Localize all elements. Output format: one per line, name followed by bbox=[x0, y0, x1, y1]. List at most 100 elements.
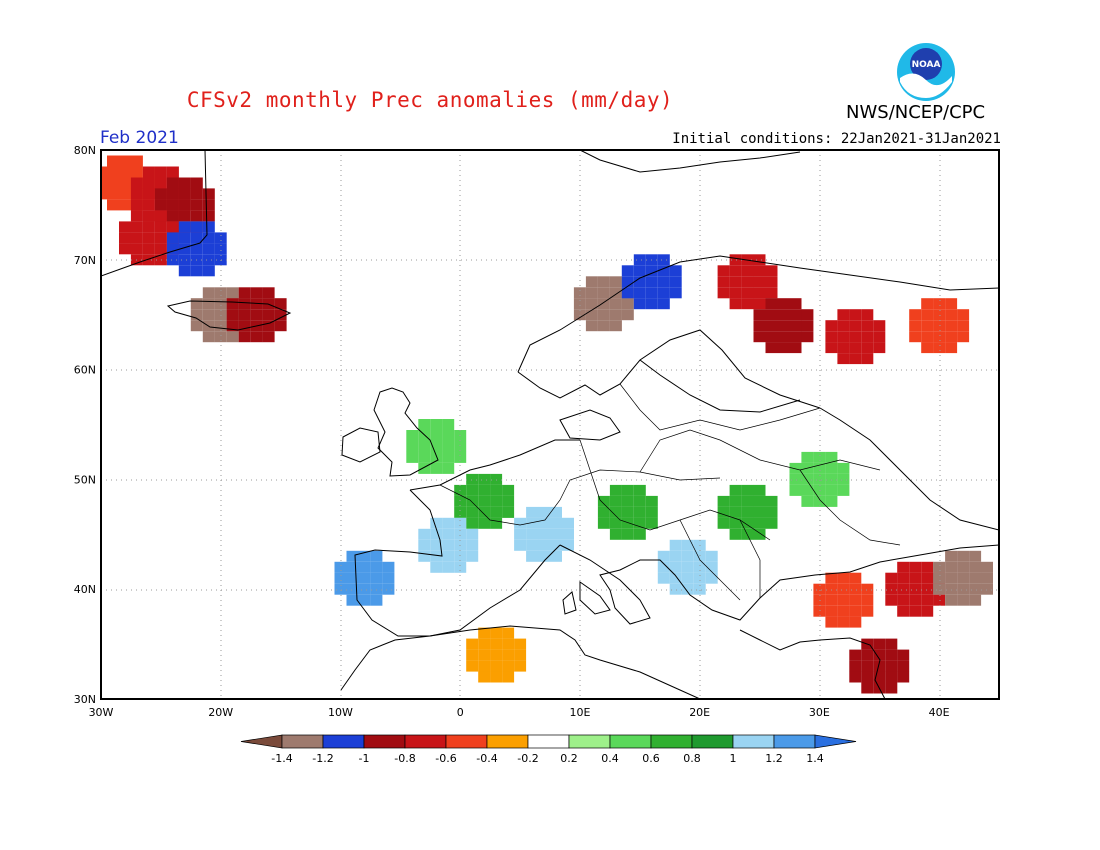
anomaly-cell bbox=[154, 177, 167, 189]
colorbar-label: -0.4 bbox=[476, 752, 497, 765]
colorbar-swatch bbox=[732, 734, 775, 749]
anomaly-cell bbox=[190, 188, 203, 200]
anomaly-cell bbox=[729, 298, 742, 310]
anomaly-cell bbox=[538, 506, 550, 518]
anomaly-cell bbox=[119, 155, 131, 167]
anomaly-cell bbox=[190, 320, 203, 332]
anomaly-cell bbox=[274, 320, 287, 332]
anomaly-cell bbox=[621, 265, 634, 277]
anomaly-cell bbox=[729, 254, 742, 266]
anomaly-cell bbox=[154, 243, 167, 255]
anomaly-cell bbox=[346, 583, 359, 595]
anomaly-cell bbox=[969, 583, 982, 595]
anomaly-cell bbox=[214, 232, 227, 244]
anomaly-cell bbox=[538, 550, 550, 562]
anomaly-cell bbox=[107, 199, 119, 211]
colorbar-swatch bbox=[486, 734, 529, 749]
anomaly-cell bbox=[777, 331, 790, 343]
anomaly-cell bbox=[681, 583, 694, 595]
anomaly-cell bbox=[765, 517, 778, 529]
anomaly-cell bbox=[406, 441, 419, 452]
anomaly-cell bbox=[741, 484, 754, 496]
anomaly-cell bbox=[633, 495, 646, 507]
anomaly-cell bbox=[478, 473, 491, 485]
anomaly-cell bbox=[909, 605, 922, 617]
anomaly-cell bbox=[202, 254, 215, 266]
anomaly-cell bbox=[657, 265, 670, 277]
anomaly-cell bbox=[238, 309, 251, 321]
anomaly-cell bbox=[621, 495, 634, 507]
anomaly-cell bbox=[478, 506, 491, 518]
anomaly-cell bbox=[909, 320, 922, 332]
anomaly-cell bbox=[765, 287, 778, 299]
colorbar-label: 1 bbox=[730, 752, 737, 765]
anomaly-cell bbox=[418, 451, 431, 463]
anomaly-cell bbox=[873, 649, 886, 661]
anomaly-cell bbox=[717, 495, 730, 507]
anomaly-cell bbox=[705, 550, 718, 562]
anomaly-cell bbox=[669, 572, 682, 584]
anomaly-cell bbox=[154, 210, 167, 222]
anomaly-cell bbox=[358, 594, 371, 606]
anomaly-cell bbox=[645, 495, 658, 507]
anomaly-cell bbox=[154, 221, 167, 233]
anomaly-cell bbox=[454, 517, 467, 529]
anomaly-cell bbox=[490, 638, 503, 650]
anomaly-cell bbox=[478, 495, 491, 507]
anomaly-cell bbox=[909, 594, 922, 606]
anomaly-cell bbox=[921, 605, 934, 617]
anomaly-cell bbox=[885, 660, 898, 672]
anomaly-cell bbox=[214, 298, 227, 310]
anomaly-cell bbox=[621, 528, 634, 540]
anomaly-cell bbox=[406, 451, 419, 463]
anomaly-cell bbox=[130, 199, 143, 211]
anomaly-cell bbox=[969, 561, 982, 573]
anomaly-cell bbox=[885, 649, 898, 661]
anomaly-cell bbox=[729, 287, 742, 299]
anomaly-cell bbox=[262, 287, 275, 299]
anomaly-cell bbox=[346, 572, 359, 584]
anomaly-cell bbox=[933, 309, 946, 321]
anomaly-cell bbox=[813, 594, 826, 606]
anomaly-cell bbox=[933, 594, 946, 606]
anomaly-cell bbox=[214, 309, 227, 321]
lat-tick-label: 40N bbox=[74, 583, 96, 596]
anomaly-cell bbox=[166, 177, 179, 189]
lon-tick-labels: 30W 20W 10W 0 10E 20E 30E 40E bbox=[89, 706, 950, 719]
anomaly-cell bbox=[526, 506, 539, 518]
anomaly-cell bbox=[514, 539, 527, 551]
anomaly-cell bbox=[334, 572, 347, 584]
anomaly-cell bbox=[897, 561, 910, 573]
anomaly-cell bbox=[933, 572, 946, 584]
anomaly-cell bbox=[202, 188, 215, 200]
anomaly-cell bbox=[226, 320, 239, 332]
anomaly-cell bbox=[119, 166, 131, 178]
anomaly-cell bbox=[101, 166, 107, 178]
anomaly-cell bbox=[442, 550, 455, 562]
anomaly-cell bbox=[262, 298, 275, 310]
anomaly-cell bbox=[645, 517, 658, 529]
anomaly-cell bbox=[753, 506, 766, 518]
anomaly-cell bbox=[274, 298, 287, 310]
anomaly-cell bbox=[621, 287, 634, 299]
anomaly-cell bbox=[621, 506, 634, 518]
lat-tick-label: 30N bbox=[74, 693, 96, 706]
lon-tick-label: 40E bbox=[929, 706, 950, 719]
anomaly-cell bbox=[909, 583, 922, 595]
anomaly-cell bbox=[813, 462, 826, 474]
anomaly-cell bbox=[693, 550, 706, 562]
anomaly-cell bbox=[825, 462, 838, 474]
anomaly-cell bbox=[729, 495, 742, 507]
anomaly-cell bbox=[825, 572, 838, 584]
anomaly-cell bbox=[873, 671, 886, 683]
anomaly-cell bbox=[178, 254, 191, 266]
anomaly-cell bbox=[226, 287, 239, 299]
anomaly-cell bbox=[178, 221, 191, 233]
anomaly-cell bbox=[502, 660, 515, 672]
anomaly-cell bbox=[585, 309, 598, 321]
anomaly-cell bbox=[753, 276, 766, 288]
lon-tick-label: 10W bbox=[328, 706, 353, 719]
anomaly-cell bbox=[597, 320, 610, 332]
lon-tick-label: 30W bbox=[89, 706, 114, 719]
anomaly-cell bbox=[358, 561, 371, 573]
